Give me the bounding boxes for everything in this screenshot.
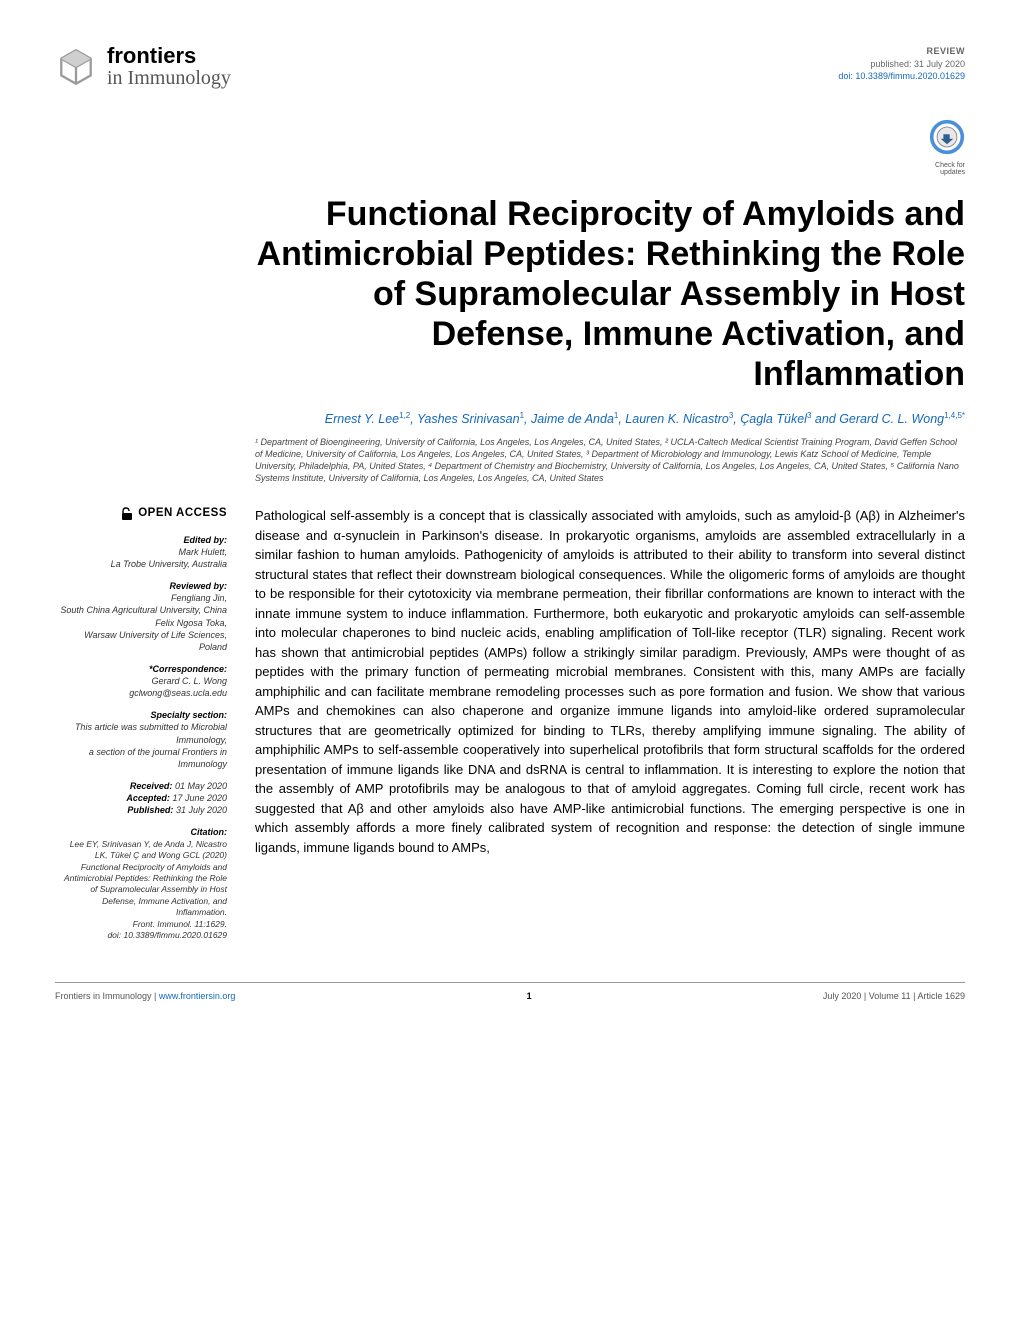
open-access-badge: OPEN ACCESS (55, 506, 227, 522)
citation-text: Lee EY, Srinivasan Y, de Anda J, Nicastr… (55, 839, 227, 942)
sidebar-published-date: 31 July 2020 (176, 805, 227, 815)
footer-url[interactable]: www.frontiersin.org (159, 991, 236, 1001)
journal-logo: frontiers in Immunology (55, 45, 231, 89)
updates-line1: Check for (929, 162, 965, 169)
received-date: 01 May 2020 (175, 781, 227, 791)
page-number: 1 (527, 991, 532, 1001)
article-type: REVIEW (838, 45, 965, 58)
author-list: Ernest Y. Lee1,2, Yashes Srinivasan1, Ja… (245, 411, 965, 428)
specialty-label: Specialty section: (55, 709, 227, 721)
edited-by: Mark Hulett, La Trobe University, Austra… (55, 546, 227, 570)
correspondence[interactable]: Gerard C. L. Wong gclwong@seas.ucla.edu (55, 675, 227, 699)
footer-right: July 2020 | Volume 11 | Article 1629 (823, 991, 965, 1001)
abstract-text: Pathological self-assembly is a concept … (255, 506, 965, 952)
footer-journal: Frontiers in Immunology | (55, 991, 159, 1001)
open-lock-icon (121, 507, 133, 521)
citation-label: Citation: (55, 826, 227, 838)
check-updates-badge[interactable]: Check for updates (55, 119, 965, 176)
reviewed-by-label: Reviewed by: (55, 580, 227, 592)
specialty-section: This article was submitted to Microbial … (55, 721, 227, 770)
open-access-label: OPEN ACCESS (138, 506, 227, 522)
published-label: Published: (127, 805, 173, 815)
sidebar: OPEN ACCESS Edited by: Mark Hulett, La T… (55, 506, 227, 952)
journal-subtitle: in Immunology (107, 67, 231, 89)
updates-line2: updates (929, 169, 965, 176)
published-date: published: 31 July 2020 (838, 58, 965, 71)
frontiers-cube-icon (55, 46, 97, 88)
accepted-label: Accepted: (126, 793, 170, 803)
header-bar: frontiers in Immunology REVIEW published… (55, 45, 965, 89)
accepted-date: 17 June 2020 (172, 793, 227, 803)
edited-by-label: Edited by: (55, 534, 227, 546)
doi-link[interactable]: doi: 10.3389/fimmu.2020.01629 (838, 70, 965, 83)
publication-meta: REVIEW published: 31 July 2020 doi: 10.3… (838, 45, 965, 83)
received-label: Received: (130, 781, 173, 791)
page-footer: Frontiers in Immunology | www.frontiersi… (55, 982, 965, 1001)
correspondence-label: *Correspondence: (55, 663, 227, 675)
reviewed-by: Fengliang Jin, South China Agricultural … (55, 592, 227, 653)
footer-left: Frontiers in Immunology | www.frontiersi… (55, 991, 235, 1001)
article-title: Functional Reciprocity of Amyloids and A… (245, 194, 965, 395)
journal-name: frontiers (107, 45, 231, 67)
affiliations: ¹ Department of Bioengineering, Universi… (255, 436, 965, 485)
